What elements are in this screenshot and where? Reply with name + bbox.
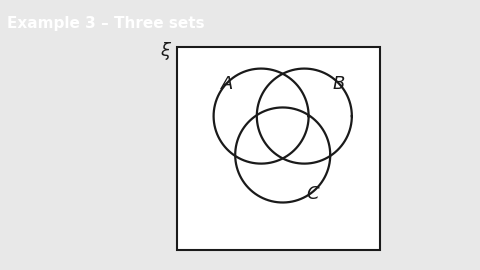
Text: $C$: $C$	[306, 185, 320, 203]
Text: $B$: $B$	[332, 75, 346, 93]
Text: $A$: $A$	[219, 75, 234, 93]
Text: $\xi$: $\xi$	[160, 40, 172, 62]
Text: Example 3 – Three sets: Example 3 – Three sets	[7, 16, 205, 31]
